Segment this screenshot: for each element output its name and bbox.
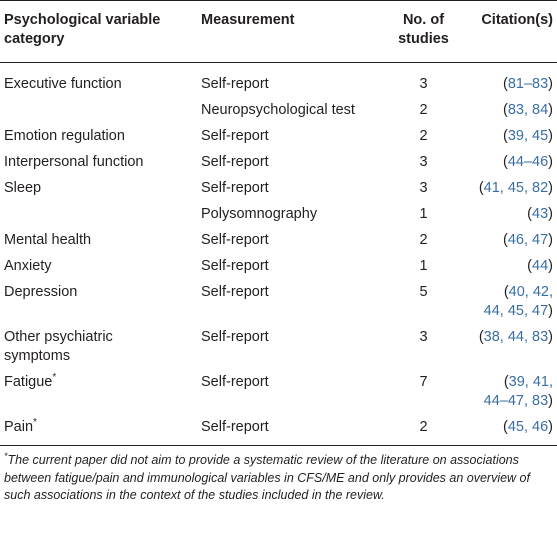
cell-measurement: Self-report bbox=[201, 76, 269, 92]
cell-citations: (83, 84) bbox=[502, 102, 553, 118]
citation-link[interactable]: 43 bbox=[532, 206, 549, 222]
cell-studies: 1 bbox=[419, 206, 428, 222]
cell-studies: 3 bbox=[419, 329, 428, 345]
cell-measurement: Self-report bbox=[201, 258, 269, 274]
cell-citations: (43) bbox=[527, 206, 553, 222]
table-header-row: Psychological variable category Measurem… bbox=[0, 0, 557, 63]
cell-measurement: Neuropsychological test bbox=[201, 102, 355, 118]
cell-studies: 5 bbox=[419, 284, 428, 300]
table-row: Other psychiatric symptoms Self-report 3 … bbox=[0, 324, 557, 369]
cell-category: Anxiety bbox=[4, 258, 52, 274]
cell-studies: 3 bbox=[419, 180, 428, 196]
table-row: Emotion regulation Self-report 2 (39, 45… bbox=[0, 123, 557, 149]
cell-studies: 1 bbox=[419, 258, 428, 274]
cell-category: Depression bbox=[4, 284, 78, 300]
header-measurement: Measurement bbox=[201, 12, 295, 28]
cell-citations: (40, 42, 44, 45, 47) bbox=[483, 284, 553, 319]
citation-link[interactable]: 44–46 bbox=[507, 154, 549, 170]
citation-link[interactable]: 39, 41, bbox=[508, 374, 553, 390]
cell-measurement: Self-report bbox=[201, 154, 269, 170]
category-label: Fatigue bbox=[4, 374, 53, 390]
cell-citations: (45, 46) bbox=[502, 419, 553, 435]
cell-citations: (41, 45, 82) bbox=[478, 180, 553, 196]
cell-measurement: Self-report bbox=[201, 232, 269, 248]
cell-studies: 2 bbox=[419, 232, 428, 248]
citation-link[interactable]: 41, 45, 82 bbox=[483, 180, 549, 196]
table-row: Anxiety Self-report 1 (44) bbox=[0, 253, 557, 279]
cell-citations: (81–83) bbox=[502, 76, 553, 92]
cell-category bbox=[0, 201, 197, 227]
cell-studies: 3 bbox=[419, 154, 428, 170]
category-line: symptoms bbox=[4, 348, 71, 364]
header-studies: No. of studies bbox=[398, 12, 449, 47]
table-footnote: *The current paper did not aim to provid… bbox=[0, 446, 557, 505]
cell-measurement: Self-report bbox=[201, 284, 269, 300]
footnote-divider bbox=[0, 445, 557, 446]
cell-measurement: Self-report bbox=[201, 419, 269, 435]
header-citations: Citation(s) bbox=[481, 12, 553, 28]
cell-studies: 7 bbox=[419, 374, 428, 390]
table-row: Mental health Self-report 2 (46, 47) bbox=[0, 227, 557, 253]
category-line: Other psychiatric bbox=[4, 329, 113, 345]
footnote-mark: * bbox=[33, 417, 37, 429]
cell-category: Executive function bbox=[4, 76, 122, 92]
cell-studies: 2 bbox=[419, 419, 428, 435]
table-row: Interpersonal function Self-report 3 (44… bbox=[0, 149, 557, 175]
table-row: Fatigue* Self-report 7 (39, 41, 44–47, 83… bbox=[0, 369, 557, 414]
header-category: Psychological variable category bbox=[4, 12, 161, 47]
cell-citations: (46, 47) bbox=[502, 232, 553, 248]
cell-category: Mental health bbox=[4, 232, 92, 248]
cell-category: Fatigue* bbox=[0, 369, 197, 414]
cell-citations: (39, 45) bbox=[502, 128, 553, 144]
cell-measurement: Self-report bbox=[201, 180, 269, 196]
cell-category: Interpersonal function bbox=[4, 154, 144, 170]
cell-category: Sleep bbox=[4, 180, 42, 196]
cell-measurement: Polysomnography bbox=[201, 206, 318, 222]
table-row: Depression Self-report 5 (40, 42, 44, 45,… bbox=[0, 279, 557, 324]
psych-variables-table: Psychological variable category Measurem… bbox=[0, 0, 557, 445]
footnote-text: The current paper did not aim to provide… bbox=[4, 453, 530, 502]
citation-link[interactable]: 81–83 bbox=[507, 76, 549, 92]
citation-link[interactable]: 45, 46 bbox=[507, 419, 549, 435]
table-row: Polysomnography 1 (43) bbox=[0, 201, 557, 227]
category-label: Pain bbox=[4, 419, 34, 435]
citation-link[interactable]: 40, 42, bbox=[508, 284, 553, 300]
cell-citations: (38, 44, 83) bbox=[478, 329, 553, 345]
cell-citations: (44) bbox=[527, 258, 553, 274]
cell-category bbox=[0, 97, 197, 123]
cell-studies: 2 bbox=[419, 102, 428, 118]
citation-link[interactable]: 39, 45 bbox=[507, 128, 549, 144]
cell-studies: 2 bbox=[419, 128, 428, 144]
cell-measurement: Self-report bbox=[201, 329, 269, 345]
citation-link[interactable]: 44, 45, 47 bbox=[483, 303, 549, 319]
cell-measurement: Self-report bbox=[201, 374, 269, 390]
table-row: Pain* Self-report 2 (45, 46) bbox=[0, 414, 557, 445]
table-row: Sleep Self-report 3 (41, 45, 82) bbox=[0, 175, 557, 201]
cell-citations: (44–46) bbox=[502, 154, 553, 170]
footnote-mark: * bbox=[52, 372, 57, 384]
citation-link[interactable]: 46, 47 bbox=[507, 232, 549, 248]
cell-citations: (39, 41, 44–47, 83) bbox=[483, 374, 553, 409]
citation-link[interactable]: 44–47, 83 bbox=[483, 393, 549, 409]
cell-category: Emotion regulation bbox=[4, 128, 125, 144]
table-row: Neuropsychological test 2 (83, 84) bbox=[0, 97, 557, 123]
cell-category: Other psychiatric symptoms bbox=[0, 324, 197, 369]
footnote-mark: * bbox=[4, 450, 8, 461]
cell-measurement: Self-report bbox=[201, 128, 269, 144]
cell-category: Pain* bbox=[0, 414, 197, 445]
table-row: Executive function Self-report 3 (81–83) bbox=[0, 63, 557, 98]
citation-link[interactable]: 38, 44, 83 bbox=[483, 329, 549, 345]
citation-link[interactable]: 83, 84 bbox=[507, 102, 549, 118]
cell-studies: 3 bbox=[419, 76, 428, 92]
citation-link[interactable]: 44 bbox=[532, 258, 549, 274]
